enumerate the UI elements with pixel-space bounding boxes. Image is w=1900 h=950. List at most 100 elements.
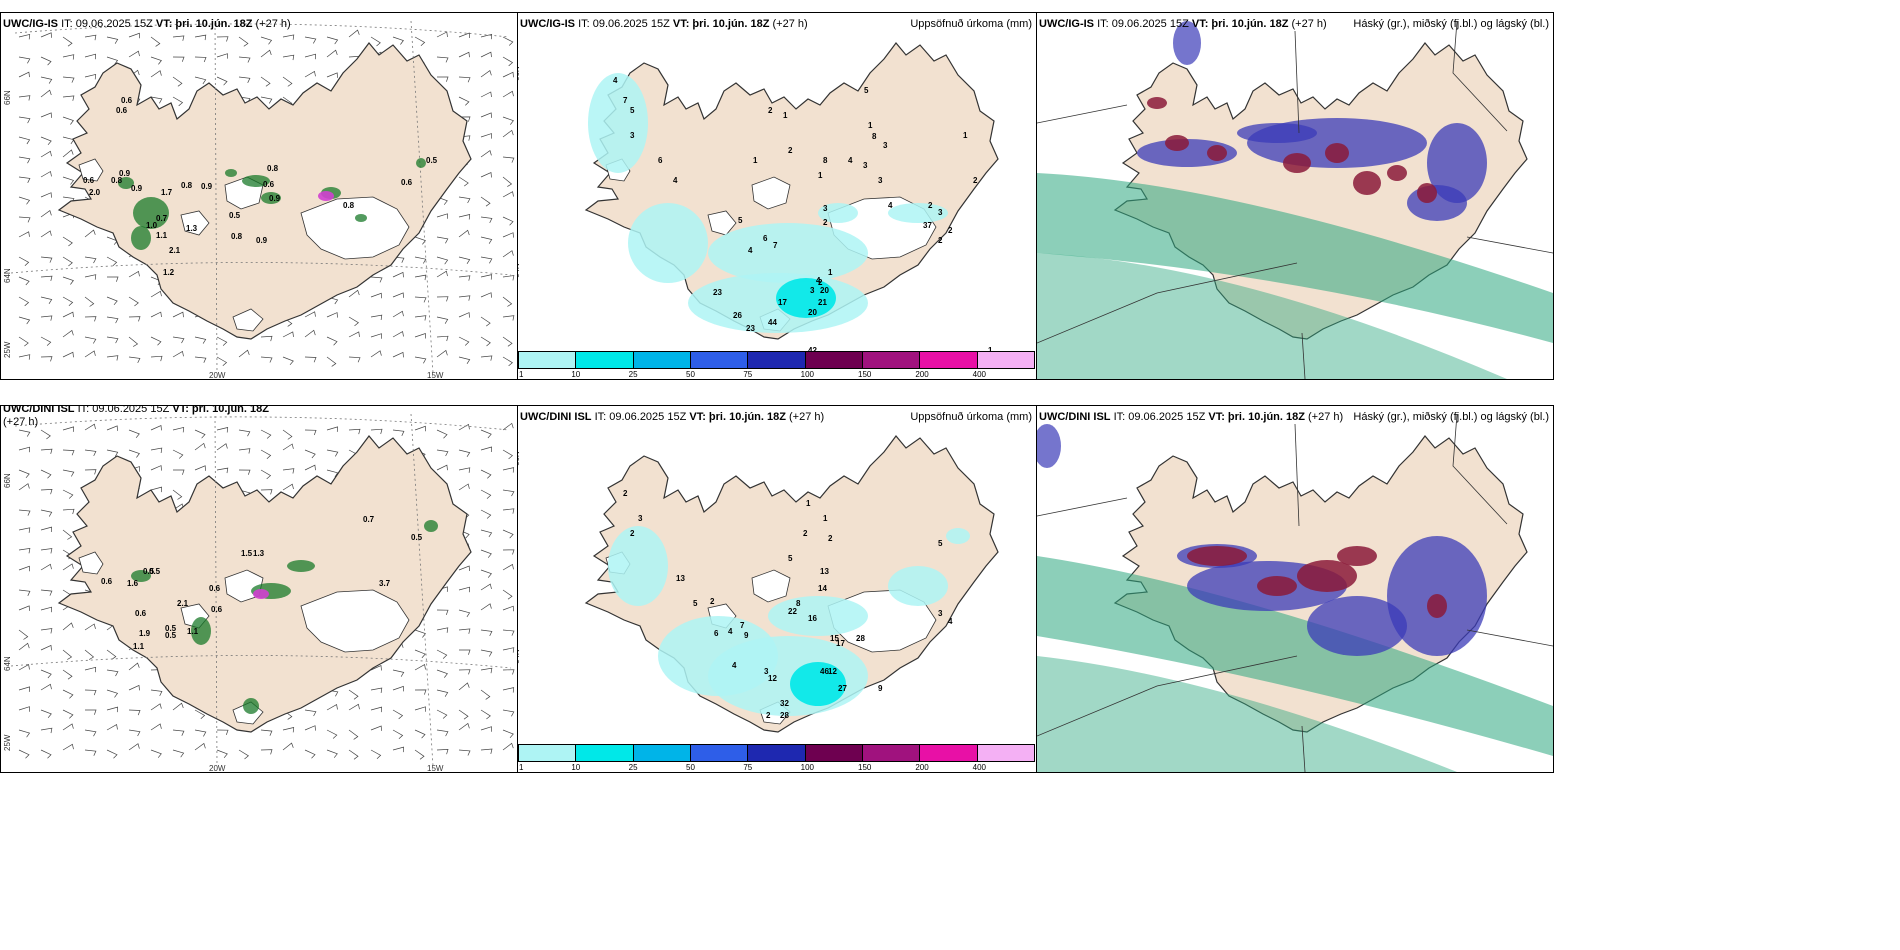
wind-barb	[370, 350, 382, 358]
precip-value-label: 4	[728, 627, 733, 636]
wind-barb	[106, 256, 118, 266]
wind-barb	[502, 191, 514, 198]
wind-barb	[502, 742, 514, 751]
precip-value-label: 0.6	[116, 106, 128, 115]
wind-barb	[458, 669, 471, 675]
precip-value-label: 32	[780, 699, 789, 708]
field-label: Uppsöfnuð úrkoma (mm)	[910, 411, 1032, 423]
precip-panel-dini: 2 3 2 13 5 2 4 7 9 6 4 3 12 13 14 16 15 17 28 27 46 12 32 28 2 9 4…	[517, 405, 1037, 773]
precip-area-light	[946, 528, 970, 544]
wind-barb	[260, 489, 273, 495]
wind-barb	[326, 36, 339, 45]
wind-barb	[106, 449, 119, 457]
wind-barb	[62, 329, 74, 338]
wind-barb	[458, 116, 471, 122]
wind-barb	[502, 56, 514, 67]
precip-value-label: 0.5	[143, 567, 155, 576]
wind-barb	[194, 34, 207, 41]
colorbar-swatch	[747, 351, 806, 369]
wind-barb	[458, 483, 470, 491]
wind-barb	[502, 467, 515, 473]
wind-barb	[150, 447, 163, 454]
wind-barb	[348, 689, 359, 700]
wind-barb	[502, 729, 514, 739]
precip-value-label: 4	[948, 617, 953, 626]
precip-value-label: 20	[808, 308, 817, 317]
cloud-layers	[1037, 21, 1553, 379]
colorbar-swatch	[976, 351, 1035, 369]
wind-barb	[304, 36, 317, 44]
wind-barb	[260, 49, 272, 58]
colorbar-label: 150	[858, 763, 872, 772]
precip-blob	[287, 560, 315, 572]
colorbar-swatch	[804, 351, 863, 369]
wind-barb	[480, 216, 493, 224]
wind-barb	[238, 448, 251, 454]
wind-barb	[348, 289, 360, 298]
glacier-outline	[707, 210, 737, 236]
precip-value-label: 1.2	[163, 268, 175, 277]
wind-barb	[194, 56, 207, 63]
wind-barb	[348, 428, 361, 435]
wind-barb	[40, 589, 53, 596]
wind-barb	[40, 469, 52, 479]
wind-barb	[480, 689, 491, 700]
colorbar-label: 75	[743, 763, 753, 772]
wind-barb	[40, 644, 52, 651]
colorbar-label: 400	[972, 763, 987, 772]
wind-barb	[18, 71, 30, 78]
low-cloud-area	[1165, 135, 1189, 151]
wind-barb	[458, 214, 471, 220]
wind-barb	[40, 563, 52, 571]
region-line	[1466, 629, 1553, 647]
colorbar-label: 100	[800, 763, 815, 772]
wind-barb	[260, 36, 273, 45]
wind-barb	[40, 606, 52, 613]
wind-barb	[84, 73, 97, 80]
lon-label-20w: 20W	[209, 371, 226, 380]
precip-value-label: 8	[823, 156, 828, 165]
wind-barb	[40, 230, 52, 238]
low-cloud-area	[1207, 145, 1227, 161]
graticule	[10, 413, 512, 767]
wind-barb	[392, 292, 404, 298]
wind-barb	[172, 702, 184, 711]
precip-value-label: 2	[948, 226, 953, 235]
wind-barb	[392, 429, 405, 436]
wind-barb	[18, 729, 31, 738]
wind-barb	[40, 526, 52, 533]
wind-barb	[18, 749, 30, 759]
wind-barb	[392, 685, 404, 692]
precip-blobs	[131, 520, 438, 714]
colorbar-swatch	[632, 351, 691, 369]
wind-barb	[84, 666, 97, 673]
wind-barb	[128, 316, 141, 322]
wind-barb	[84, 649, 95, 660]
colorbar-label: 200	[915, 370, 929, 379]
wind-barb	[458, 76, 471, 83]
wind-barb	[436, 729, 449, 737]
precip-value-label: 0.8	[231, 232, 243, 241]
precip-value-label: 0.5	[165, 631, 177, 640]
wind-barb	[282, 76, 293, 87]
precip-value-label: 0.9	[131, 184, 143, 193]
wind-barb	[392, 331, 404, 338]
wind-barb	[106, 355, 119, 361]
wind-barb	[106, 425, 118, 431]
wind-barb	[502, 449, 513, 460]
precip-blob	[424, 520, 438, 532]
precip-value-label: 1	[783, 111, 788, 120]
precip-value-label: 12	[768, 674, 777, 683]
wind-barb	[480, 292, 492, 298]
wind-barb	[40, 210, 52, 218]
precip-value-label: 2	[623, 489, 628, 498]
wind-barb	[150, 56, 162, 65]
wind-barb	[62, 709, 74, 719]
wind-barb	[436, 649, 448, 659]
wind-barb	[18, 56, 31, 64]
wind-barb	[348, 29, 360, 38]
low-cloud-area	[1325, 143, 1349, 163]
region-line	[1037, 104, 1128, 124]
wind-barb	[282, 54, 295, 61]
precip-value-label: 1	[828, 268, 833, 277]
